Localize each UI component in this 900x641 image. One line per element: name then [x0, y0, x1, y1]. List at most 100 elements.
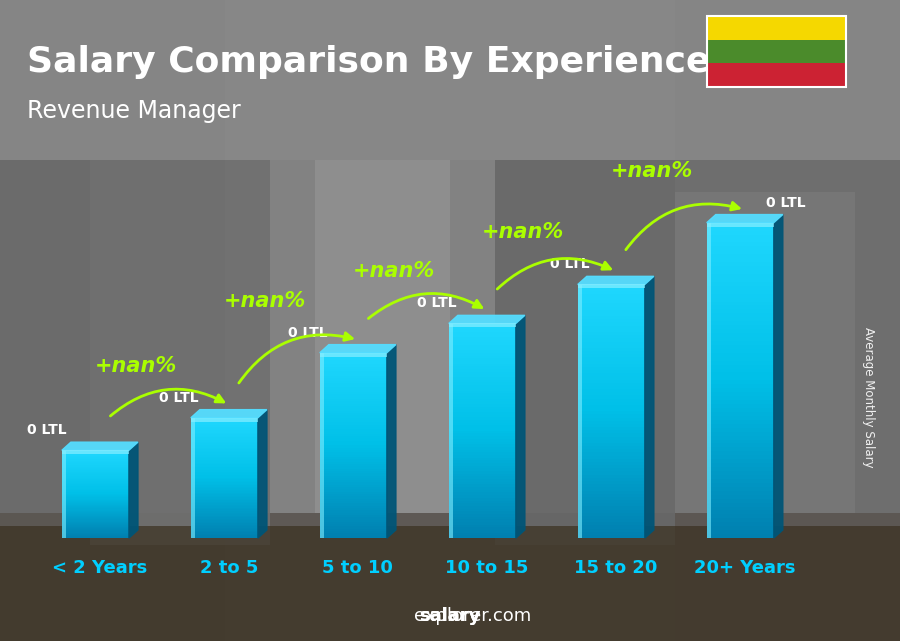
Bar	[449, 513, 516, 517]
Bar	[449, 401, 516, 404]
Bar	[449, 398, 516, 401]
Bar	[706, 317, 774, 321]
Bar	[62, 533, 129, 535]
Bar	[578, 385, 644, 389]
Bar	[320, 378, 387, 381]
Bar	[191, 418, 194, 538]
Bar	[449, 503, 516, 506]
Bar	[578, 325, 644, 329]
Bar	[449, 433, 516, 436]
Bar	[706, 443, 774, 447]
Bar	[62, 494, 129, 495]
Bar	[706, 273, 774, 278]
Bar	[62, 492, 129, 493]
Bar	[191, 503, 258, 505]
Bar	[578, 344, 644, 348]
Bar	[578, 285, 581, 538]
Bar	[62, 481, 129, 483]
Text: +nan%: +nan%	[95, 356, 177, 376]
Bar	[320, 389, 387, 392]
Bar	[191, 424, 258, 427]
Polygon shape	[774, 215, 783, 538]
Bar	[191, 462, 258, 464]
Bar	[191, 465, 258, 467]
Bar	[62, 488, 129, 490]
Bar	[449, 446, 516, 449]
Bar	[320, 479, 387, 483]
Bar	[320, 399, 387, 401]
Bar	[578, 376, 644, 379]
Bar	[449, 484, 516, 487]
Bar	[706, 376, 774, 380]
Bar	[578, 490, 644, 494]
Bar	[578, 522, 644, 526]
Bar	[62, 450, 66, 538]
Bar	[449, 454, 516, 458]
Bar	[191, 515, 258, 517]
Bar	[578, 360, 644, 363]
Text: 20+ Years: 20+ Years	[694, 559, 796, 577]
Bar	[62, 455, 129, 457]
Bar	[191, 441, 258, 444]
Bar	[320, 512, 387, 515]
Bar	[191, 485, 258, 487]
Bar	[320, 514, 387, 517]
Bar	[62, 518, 129, 519]
Bar	[449, 323, 516, 326]
Bar	[320, 412, 387, 415]
Bar	[449, 505, 516, 508]
Bar	[191, 507, 258, 510]
Polygon shape	[62, 442, 138, 450]
Bar	[62, 489, 129, 491]
Bar	[62, 529, 129, 531]
Bar	[449, 524, 516, 528]
Bar	[706, 502, 774, 506]
Bar	[449, 349, 516, 353]
Bar	[578, 347, 644, 351]
Bar	[320, 362, 387, 364]
Text: 15 to 20: 15 to 20	[574, 559, 658, 577]
Text: 0 LTL: 0 LTL	[159, 391, 199, 404]
Bar	[62, 472, 129, 473]
Bar	[449, 460, 516, 463]
Bar	[62, 476, 129, 478]
Bar	[191, 521, 258, 523]
Bar	[62, 519, 129, 520]
Bar	[449, 353, 516, 356]
Bar	[578, 509, 644, 513]
Bar	[578, 411, 644, 415]
Bar	[449, 344, 516, 347]
Bar	[449, 360, 516, 363]
Bar	[449, 374, 516, 377]
Bar	[191, 480, 258, 483]
Bar	[62, 499, 129, 501]
Bar	[62, 472, 129, 474]
Bar	[706, 399, 774, 404]
Text: +nan%: +nan%	[224, 291, 306, 311]
Bar	[449, 527, 516, 530]
Bar	[320, 484, 387, 487]
Bar	[320, 354, 387, 358]
Bar	[578, 319, 644, 322]
Text: < 2 Years: < 2 Years	[52, 559, 148, 577]
Bar	[320, 392, 387, 394]
Bar	[706, 392, 774, 396]
Bar	[449, 363, 516, 367]
Polygon shape	[644, 276, 654, 538]
Bar	[706, 352, 774, 357]
Bar	[449, 497, 516, 501]
Bar	[706, 419, 774, 424]
Bar	[706, 230, 774, 235]
Bar	[706, 478, 774, 483]
Bar	[191, 440, 258, 442]
Bar	[706, 234, 774, 238]
Bar	[449, 494, 516, 498]
Bar	[706, 526, 774, 530]
Bar	[320, 419, 387, 422]
Bar	[706, 463, 774, 467]
Polygon shape	[258, 410, 267, 538]
Bar	[706, 415, 774, 420]
Bar	[191, 419, 258, 420]
Bar	[320, 401, 387, 404]
Bar	[706, 360, 774, 365]
